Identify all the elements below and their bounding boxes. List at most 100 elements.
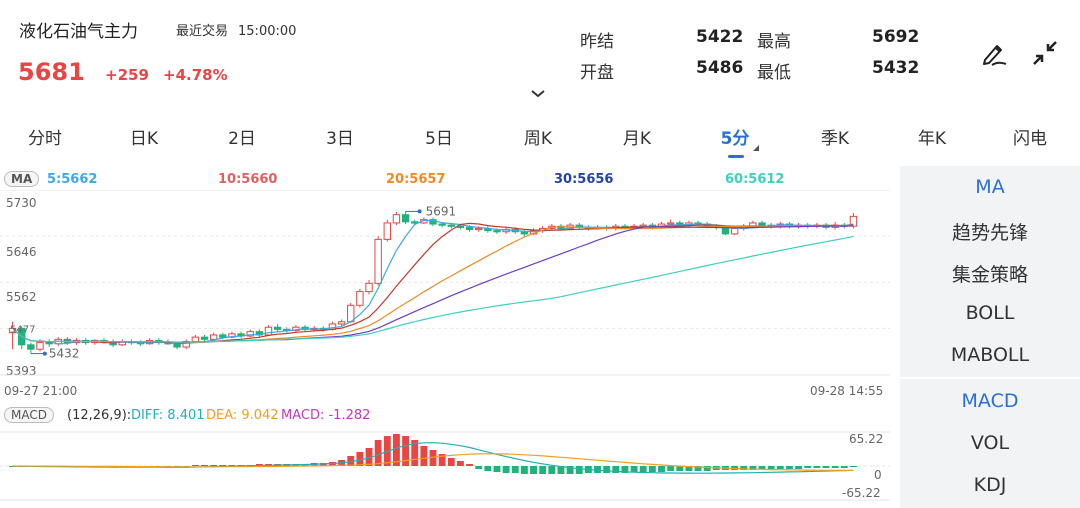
tab-yearly-k[interactable]: 年K (917, 129, 947, 149)
price-change: +259 (105, 66, 149, 84)
macd-bar (648, 466, 656, 472)
macd-bar (694, 466, 702, 471)
macd-bar (575, 466, 583, 474)
ma30-line (12, 225, 854, 343)
price-change-pct: +4.78% (163, 66, 228, 84)
low-marker-dot (42, 351, 47, 356)
macd-bar (219, 465, 227, 466)
macd-bar (594, 466, 601, 473)
candle (374, 238, 382, 284)
draw-pen-icon[interactable] (980, 38, 1010, 68)
open-label: 开盘 (580, 63, 614, 83)
macd-bar (767, 466, 775, 469)
tab-fenshi[interactable]: 分时 (28, 129, 62, 149)
macd-chart[interactable] (0, 430, 900, 505)
candle (493, 230, 501, 233)
high-annotation: 5691 (426, 204, 457, 218)
collapse-icon[interactable] (1030, 38, 1060, 68)
ma10-value: 10:5660 (218, 172, 278, 187)
tab-daily-k[interactable]: 日K (129, 129, 159, 149)
macd-params: (12,26,9): (67, 408, 132, 423)
macd-bar (210, 465, 218, 466)
macd-bar (420, 446, 428, 466)
macd-bar (319, 463, 327, 466)
prev-settle-label: 昨结 (580, 32, 614, 52)
period-tabs: 分时 日K 2日 3日 5日 周K 月K 5分 季K 年K 闪电 (0, 124, 1080, 152)
macd-bar (822, 466, 830, 468)
macd-bar (850, 466, 857, 467)
last-trade-label: 最近交易 (176, 24, 229, 39)
indicator-boll[interactable]: BOLL (965, 302, 1015, 324)
indicator-gold-strategy[interactable]: 集金策略 (951, 264, 1028, 286)
macd-bar (411, 440, 419, 466)
low-value: 5432 (872, 58, 920, 78)
macd-bar (438, 454, 446, 466)
macd-bar (456, 461, 464, 466)
price-axis-2: 5646 (6, 245, 37, 259)
macd-bar (484, 466, 492, 471)
macd-badge[interactable]: MACD (4, 407, 54, 423)
candle (401, 214, 410, 223)
current-price: 5681 (18, 58, 85, 86)
macd-bar (356, 452, 364, 466)
candle (666, 222, 675, 225)
macd-bar (520, 466, 528, 474)
macd-bar (603, 466, 611, 473)
indicator-vol[interactable]: VOL (970, 432, 1010, 454)
macd-bar (703, 466, 711, 471)
macd-bar (612, 466, 620, 473)
high-marker-dot (417, 209, 422, 214)
macd-bar (795, 466, 803, 469)
candle (758, 222, 766, 226)
tab-monthly-k[interactable]: 月K (622, 129, 652, 149)
tab-quarterly-k[interactable]: 季K (820, 129, 850, 149)
high-label: 最高 (757, 32, 791, 52)
prev-settle-value: 5422 (696, 27, 744, 47)
tab-flash[interactable]: 闪电 (1013, 129, 1047, 149)
candle (228, 333, 236, 338)
ma20-line (12, 224, 854, 344)
last-trade-time: 15:00:00 (238, 24, 297, 39)
candle (383, 222, 391, 240)
macd-bar (776, 466, 784, 469)
macd-value: MACD: -1.282 (281, 408, 371, 423)
candle (219, 334, 227, 338)
macd-bar (511, 466, 519, 473)
ma10-line (12, 222, 854, 344)
candlestick-chart[interactable]: 5691 5432 5477 (0, 190, 900, 385)
ma60-value: 60:5612 (725, 172, 785, 187)
price-axis-3: 5562 (6, 290, 37, 304)
macd-bar (740, 466, 748, 470)
indicator-kdj[interactable]: KDJ (973, 474, 1007, 496)
macd-bar (548, 466, 556, 474)
last-trade: 最近交易 15:00:00 (176, 20, 306, 39)
candle (447, 224, 455, 227)
tab-weekly-k[interactable]: 周K (523, 129, 553, 149)
ma-badge[interactable]: MA (4, 171, 40, 187)
macd-bar (429, 450, 437, 466)
time-axis-end: 09-28 14:55 (810, 384, 884, 398)
expand-chevron-icon[interactable] (530, 88, 546, 98)
tab-5-day[interactable]: 5日 (425, 129, 453, 149)
macd-bar (804, 466, 812, 468)
macd-bar (831, 466, 839, 468)
candle (182, 341, 190, 348)
macd-bar (466, 464, 473, 466)
macd-bar (557, 466, 565, 474)
period-dropdown-icon[interactable] (752, 144, 760, 152)
indicator-macd[interactable]: MACD (961, 390, 1019, 412)
tab-5-min[interactable]: 5分 (720, 129, 750, 149)
tab-3-day[interactable]: 3日 (326, 129, 354, 149)
tab-2-day[interactable]: 2日 (228, 129, 256, 149)
macd-bar (840, 466, 848, 468)
macd-bar (813, 466, 821, 468)
indicator-maboll[interactable]: MABOLL (950, 344, 1030, 366)
macd-bar (201, 465, 208, 466)
time-axis-start: 09-27 21:00 (4, 384, 78, 398)
indicator-ma[interactable]: MA (975, 176, 1005, 198)
candle (356, 291, 364, 306)
indicator-trend-pioneer[interactable]: 趋势先锋 (951, 222, 1028, 244)
macd-bar (347, 456, 355, 466)
dea-line (12, 453, 854, 471)
high-value: 5692 (872, 27, 920, 47)
